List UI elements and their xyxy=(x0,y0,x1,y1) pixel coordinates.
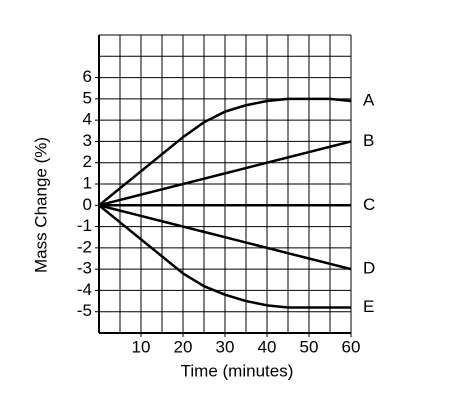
x-tick-label: 30 xyxy=(216,337,235,356)
y-tick-label: -1 xyxy=(77,216,92,235)
series-line xyxy=(98,204,352,271)
y-tick-label: 4 xyxy=(83,110,92,129)
series-line xyxy=(98,97,352,207)
y-tick-label: 3 xyxy=(83,131,92,150)
y-tick-label: 2 xyxy=(83,152,92,171)
x-axis-title: Time (minutes) xyxy=(181,361,294,380)
y-tick-label: -4 xyxy=(77,280,92,299)
y-tick-label: -5 xyxy=(77,301,92,320)
series-label: D xyxy=(363,259,375,278)
x-tick-label: 50 xyxy=(300,337,319,356)
series-label: B xyxy=(363,131,374,150)
y-tick-label: 0 xyxy=(83,195,92,214)
series-line xyxy=(98,140,352,207)
y-tick-label: 5 xyxy=(83,88,92,107)
y-axis-title: Mass Change (%) xyxy=(31,137,50,273)
series-label: E xyxy=(363,297,374,316)
x-tick-label: 20 xyxy=(174,337,193,356)
x-tick-label: 40 xyxy=(258,337,277,356)
y-tick-label: 6 xyxy=(83,67,92,86)
x-tick-label: 60 xyxy=(342,337,361,356)
y-tick-label: 1 xyxy=(83,173,92,192)
series-line xyxy=(98,204,351,309)
y-tick-label: -3 xyxy=(77,259,92,278)
x-tick-label: 10 xyxy=(132,337,151,356)
series-label: A xyxy=(363,90,375,109)
series-label: C xyxy=(363,195,375,214)
y-tick-label: -2 xyxy=(77,237,92,256)
